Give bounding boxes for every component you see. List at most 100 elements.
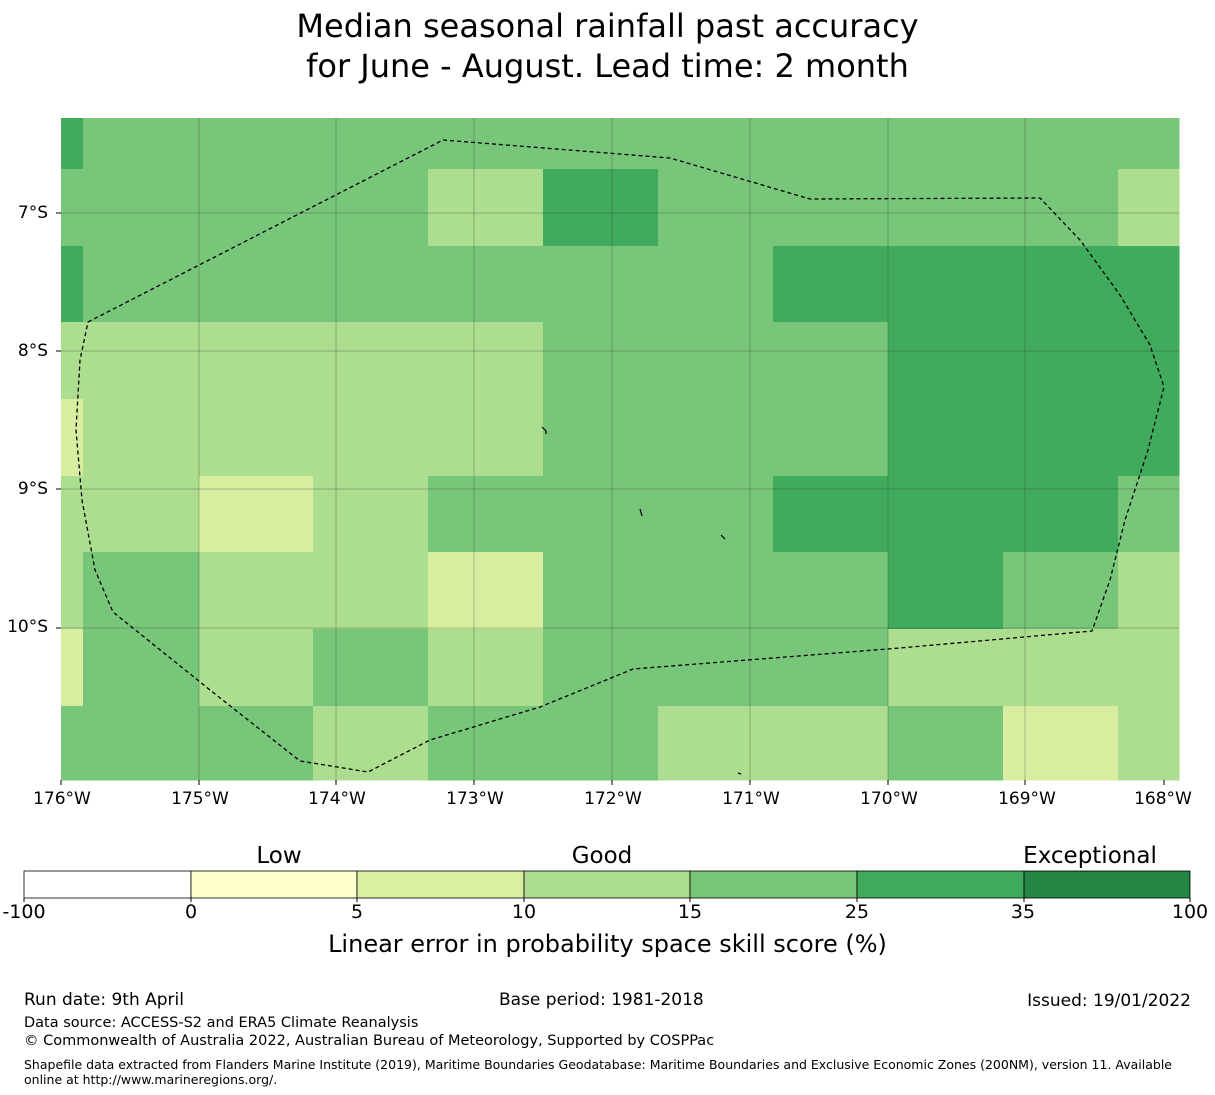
grid-cell <box>313 169 429 247</box>
lon-label-176w: 176°W <box>33 789 91 809</box>
grid-cell <box>1118 552 1180 630</box>
colorbar-tick-100: 100 <box>1171 901 1209 923</box>
grid-cell <box>1118 629 1180 707</box>
grid-cell <box>61 629 84 707</box>
lon-label-174w: 174°W <box>308 789 366 809</box>
colorbar-segment <box>23 870 192 899</box>
grid-cell <box>888 118 1004 170</box>
issued-date: Issued: 19/01/2022 <box>1027 991 1191 1011</box>
grid-cell <box>1118 476 1180 553</box>
grid-cell <box>83 118 200 170</box>
grid-cell <box>313 706 429 781</box>
grid-cell <box>428 552 544 630</box>
grid-cell <box>1118 246 1180 323</box>
grid-cell <box>313 246 429 323</box>
grid-cell <box>61 476 84 553</box>
grid-cell <box>543 399 659 477</box>
grid-cell <box>658 476 774 553</box>
lon-label-175w: 175°W <box>171 789 229 809</box>
grid-cell <box>543 552 659 630</box>
grid-cell <box>658 322 774 400</box>
grid-cell <box>83 629 200 707</box>
grid-cell <box>1003 246 1119 323</box>
lon-label-168w: 168°W <box>1134 789 1192 809</box>
lon-label-171w: 171°W <box>722 789 780 809</box>
graticule <box>61 118 1179 780</box>
base-period: Base period: 1981-2018 <box>499 990 704 1010</box>
grid-cell <box>61 246 84 323</box>
colorbar-category-exceptional: Exceptional <box>1023 843 1157 869</box>
grid-cell <box>61 322 84 400</box>
grid-cell <box>428 476 544 553</box>
lon-label-173w: 173°W <box>446 789 504 809</box>
grid-cell <box>428 169 544 247</box>
grid-cell <box>773 476 889 553</box>
grid-cell <box>199 476 314 553</box>
island <box>720 534 726 540</box>
skill-score-map <box>56 118 1180 785</box>
colorbar-segment <box>856 870 1025 899</box>
grid-cell <box>658 399 774 477</box>
grid-cell <box>658 118 774 170</box>
grid-cell <box>1118 399 1180 477</box>
grid-cell <box>888 629 1004 707</box>
grid-cell <box>313 476 429 553</box>
shapefile-attribution: Shapefile data extracted from Flanders M… <box>24 1057 1172 1087</box>
island <box>737 772 742 775</box>
grid-cell <box>428 399 544 477</box>
grid-cell <box>1003 322 1119 400</box>
grid-cell <box>543 629 659 707</box>
grid-cell <box>888 706 1004 781</box>
grid-cell <box>199 399 314 477</box>
lon-label-169w: 169°W <box>998 789 1056 809</box>
grid-cell <box>888 552 1004 630</box>
data-source: Data source: ACCESS-S2 and ERA5 Climate … <box>24 1015 419 1031</box>
grid-cell <box>658 706 774 781</box>
grid-cell <box>658 169 774 247</box>
grid-cell <box>773 552 889 630</box>
grid-cell <box>83 552 200 630</box>
grid-cell <box>61 706 84 781</box>
colorbar-tick-minus100: -100 <box>2 901 46 923</box>
grid-cell <box>199 322 314 400</box>
grid-cell <box>773 169 889 247</box>
grid-cell <box>83 476 200 553</box>
grid-cell <box>428 706 544 781</box>
grid-cell <box>61 552 84 630</box>
eez-boundary <box>75 139 1165 773</box>
grid-cell <box>1118 322 1180 400</box>
colorbar-category-good: Good <box>571 843 633 869</box>
grid-cell <box>543 246 659 323</box>
colorbar <box>23 870 1191 902</box>
grid-cell <box>83 322 200 400</box>
grid-cell <box>1003 706 1119 781</box>
grid-cell <box>888 399 1004 477</box>
grid-cell <box>543 322 659 400</box>
colorbar-axis-label: Linear error in probability space skill … <box>328 930 887 958</box>
colorbar-tick-5: 5 <box>350 901 364 923</box>
grid-cell <box>658 246 774 323</box>
chart-title-line-2: for June - August. Lead time: 2 month <box>306 47 909 85</box>
grid-cell <box>1118 118 1180 170</box>
grid-cell <box>428 322 544 400</box>
grid-cell <box>428 246 544 323</box>
colorbar-segment <box>1023 870 1191 899</box>
colorbar-segment <box>689 870 858 899</box>
colorbar-tick-10: 10 <box>511 901 537 923</box>
island <box>639 508 643 517</box>
grid-cell <box>1003 399 1119 477</box>
grid-cell <box>658 552 774 630</box>
colorbar-tick-35: 35 <box>1010 901 1036 923</box>
run-date: Run date: 9th April <box>24 990 184 1010</box>
chart-title-line-1: Median seasonal rainfall past accuracy <box>296 7 919 45</box>
grid-cell <box>888 322 1004 400</box>
grid-cell <box>313 322 429 400</box>
grid-cell <box>313 552 429 630</box>
grid-cell <box>773 706 889 781</box>
grid-cell <box>1003 118 1119 170</box>
grid-cell <box>1003 629 1119 707</box>
grid-cell <box>199 706 314 781</box>
colorbar-tick-0: 0 <box>184 901 198 923</box>
grid-cell <box>83 246 200 323</box>
grid-cell <box>888 169 1004 247</box>
